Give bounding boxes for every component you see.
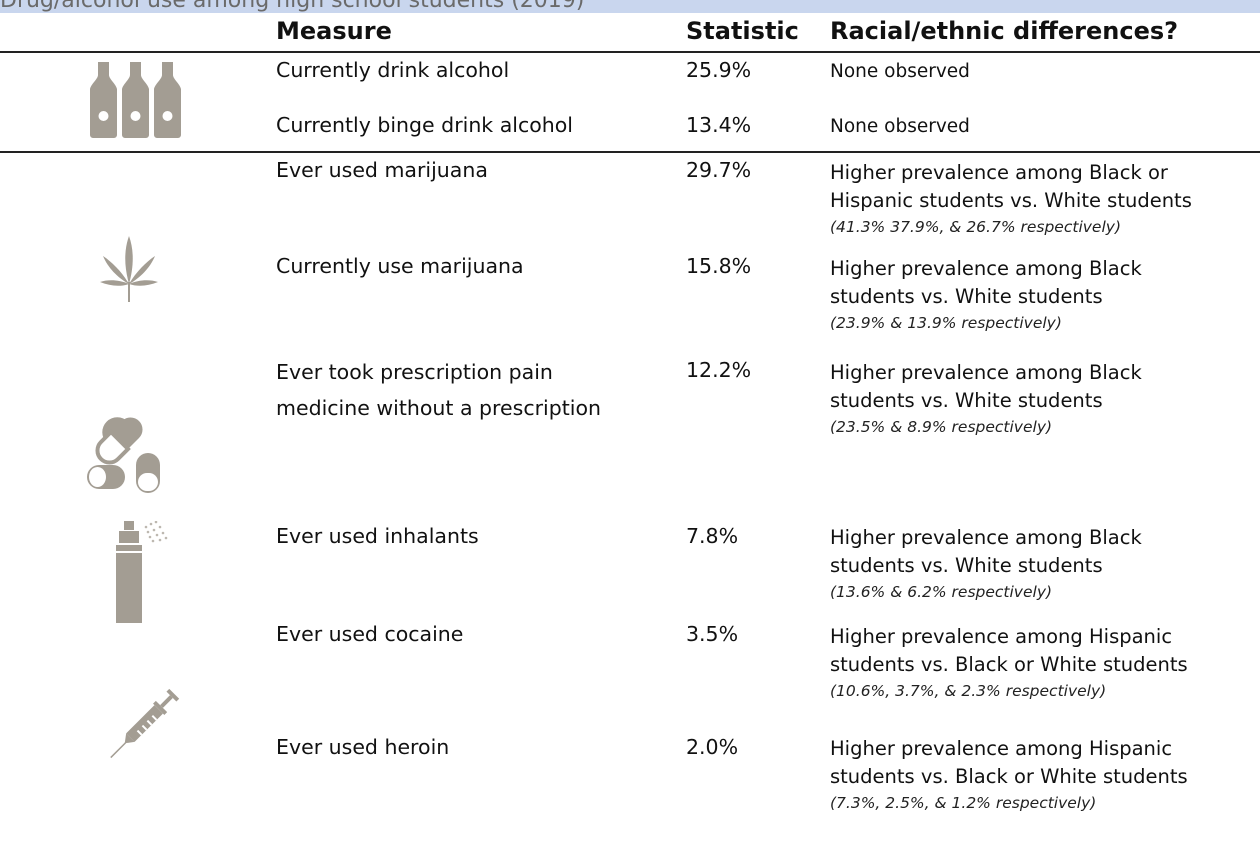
row-measure: Ever used heroin	[276, 735, 450, 759]
row-differences: Higher prevalence among Hispanic student…	[830, 735, 1260, 816]
row-statistic: 12.2%	[686, 358, 752, 382]
row-measure: Ever used marijuana	[276, 158, 488, 182]
section-divider	[0, 151, 1260, 153]
row-statistic: 13.4%	[686, 113, 752, 137]
row-difference-text: Higher prevalence among Hispanic student…	[830, 737, 1188, 788]
row-measure: Ever used inhalants	[276, 524, 479, 548]
row-difference-note: (13.6% & 6.2% respectively)	[830, 583, 1053, 601]
row-difference-note: (7.3%, 2.5%, & 1.2% respectively)	[830, 794, 1097, 812]
row-difference-note: (41.3% 37.9%, & 26.7% respectively)	[830, 218, 1121, 236]
syringe-icon	[100, 686, 182, 768]
row-statistic: 25.9%	[686, 58, 752, 82]
column-header-statistic: Statistic	[686, 17, 799, 45]
column-header-measure: Measure	[276, 17, 392, 45]
row-difference-text: Higher prevalence among Black students v…	[830, 361, 1142, 412]
row-difference-text: Higher prevalence among Hispanic student…	[830, 625, 1188, 676]
bottles-icon	[88, 62, 183, 138]
row-differences: None observed	[830, 57, 1260, 86]
section-caption-bar: Drug/alcohol use among high school stude…	[0, 0, 1260, 13]
column-header-differences: Racial/ethnic differences?	[830, 17, 1179, 45]
row-difference-note: (23.9% & 13.9% respectively)	[830, 314, 1062, 332]
row-differences: Higher prevalence among Hispanic student…	[830, 623, 1260, 704]
row-differences: Higher prevalence among Black or Hispani…	[830, 159, 1245, 240]
row-measure: Currently binge drink alcohol	[276, 113, 573, 137]
row-measure: Currently use marijuana	[276, 254, 524, 278]
row-difference-note: (23.5% & 8.9% respectively)	[830, 418, 1053, 436]
row-difference-text: None observed	[830, 116, 970, 137]
row-measure: Currently drink alcohol	[276, 58, 510, 82]
row-difference-text: Higher prevalence among Black students v…	[830, 257, 1142, 308]
header-rule	[0, 51, 1260, 53]
section-caption: Drug/alcohol use among high school stude…	[0, 0, 585, 13]
cannabis-leaf-icon	[100, 236, 158, 302]
row-measure: Ever took prescription pain medicine wit…	[276, 360, 601, 420]
row-statistic: 2.0%	[686, 735, 739, 759]
row-differences: Higher prevalence among Black students v…	[830, 359, 1170, 440]
row-differences: Higher prevalence among Black students v…	[830, 524, 1170, 605]
row-measure: Ever used cocaine	[276, 622, 464, 646]
row-statistic: 15.8%	[686, 254, 752, 278]
row-difference-text: Higher prevalence among Black or Hispani…	[830, 161, 1192, 212]
row-differences: Higher prevalence among Black students v…	[830, 255, 1170, 336]
row-statistic: 3.5%	[686, 622, 739, 646]
pills-icon	[84, 415, 164, 495]
row-difference-note: (10.6%, 3.7%, & 2.3% respectively)	[830, 682, 1107, 700]
row-difference-text: None observed	[830, 61, 970, 82]
row-statistic: 7.8%	[686, 524, 739, 548]
row-difference-text: Higher prevalence among Black students v…	[830, 526, 1142, 577]
row-differences: None observed	[830, 112, 1260, 141]
spray-can-icon	[110, 521, 172, 623]
row-statistic: 29.7%	[686, 158, 752, 182]
